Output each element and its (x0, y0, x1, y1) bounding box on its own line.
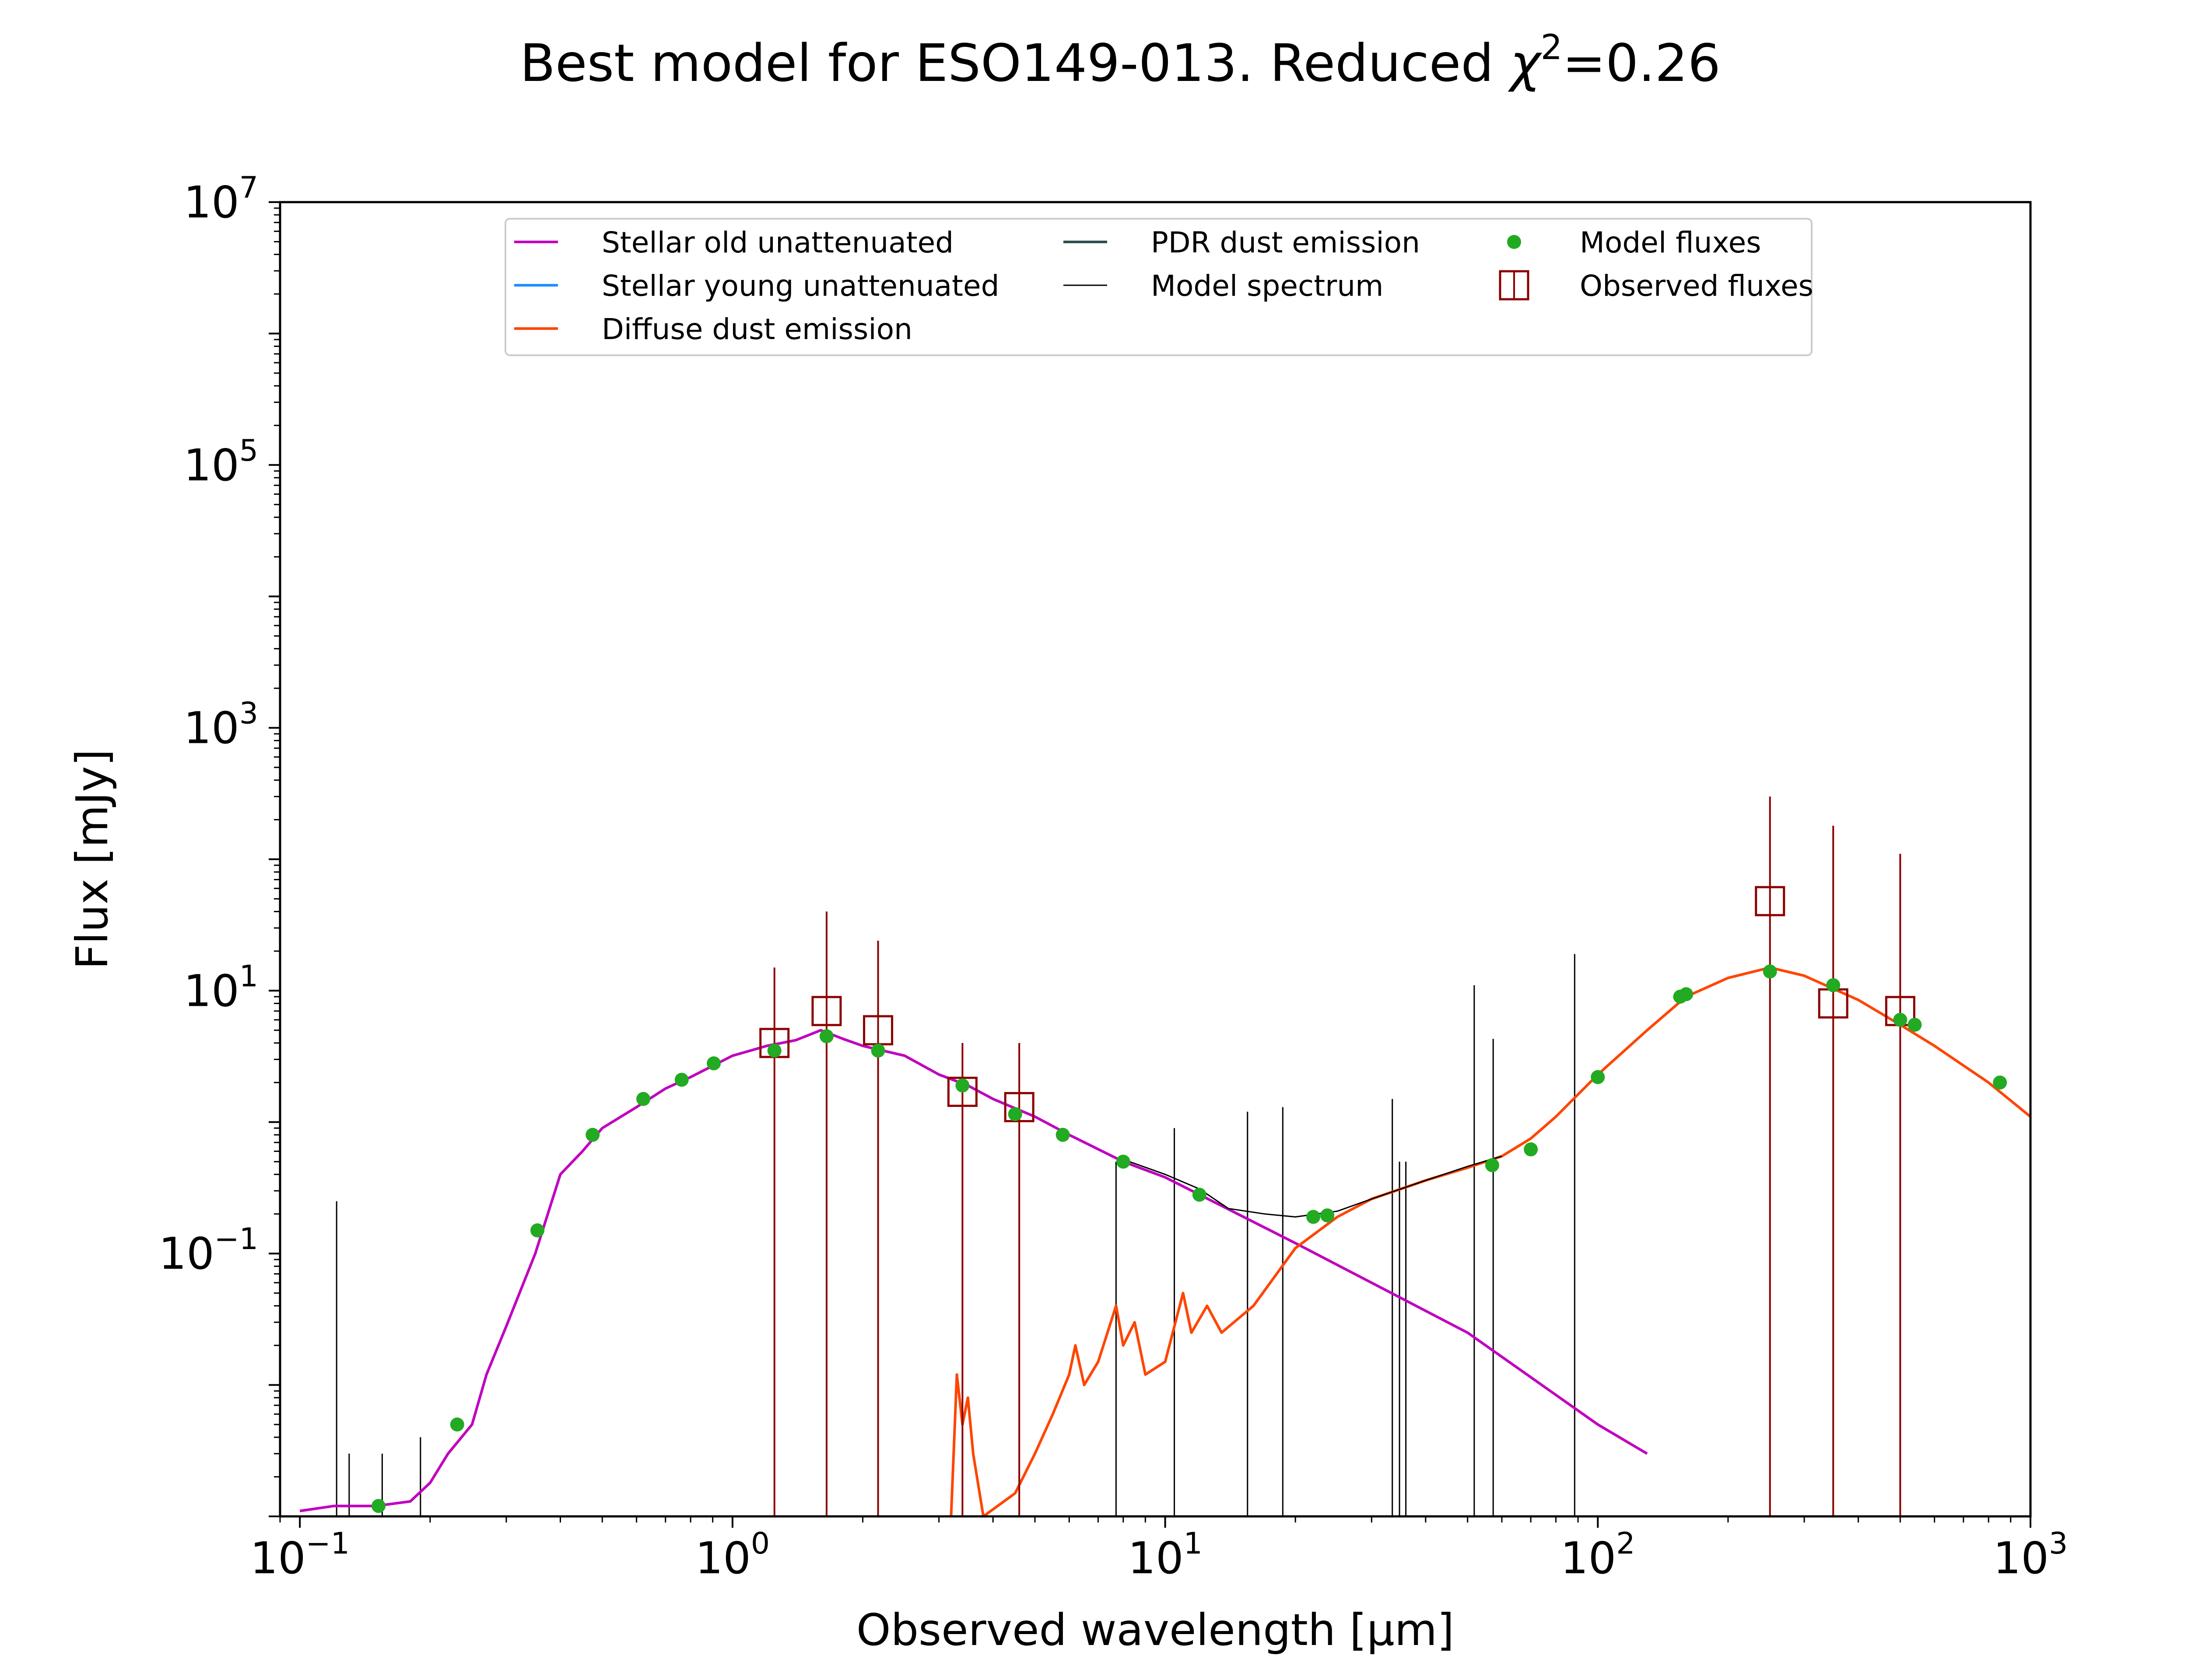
axis-ticks: 10−1 100 101 102 103 10−1 101 103 105 107 (159, 171, 2068, 1584)
x-tick-label-0: 10−1 (250, 1526, 350, 1584)
legend-label-model-fluxes: Model fluxes (1580, 226, 1761, 259)
legend-item-pdr-dust-emission: PDR dust emission (1063, 226, 1420, 259)
x-tick-label-2: 101 (1128, 1526, 1203, 1584)
model-flux-26 (1993, 1075, 2007, 1090)
model-flux-25 (1907, 1018, 1922, 1032)
legend: Stellar old unattenuated Stellar young un… (505, 218, 1813, 356)
x-axis-label: Observed wavelength [μm] (856, 1604, 1454, 1656)
model-flux-1 (450, 1418, 464, 1432)
model-flux-4 (636, 1092, 651, 1106)
y-tick-label-1: 101 (183, 959, 258, 1016)
model-flux-17 (1485, 1158, 1499, 1172)
model-flux-21 (1679, 987, 1694, 1001)
model-flux-6 (707, 1056, 721, 1071)
legend-item-stellar-young-unattenuated: Stellar young unattenuated (514, 269, 999, 303)
model-flux-10 (955, 1078, 970, 1093)
observed-flux-4 (1004, 1092, 1034, 1123)
model-flux-16 (1320, 1208, 1335, 1223)
model-flux-2 (530, 1223, 545, 1238)
model-flux-13 (1116, 1155, 1130, 1169)
legend-label-model-spectrum: Model spectrum (1151, 269, 1383, 303)
plot-area (299, 796, 2030, 1516)
model-flux-3 (586, 1127, 600, 1142)
y-tick-label-2: 103 (183, 696, 258, 754)
observed-flux-5 (1755, 886, 1785, 917)
series-model-spectrum (1123, 1155, 1502, 1218)
y-tick-label-3: 105 (183, 434, 258, 491)
legend-item-diffuse-dust-emission: Diffuse dust emission (514, 312, 912, 346)
plot-frame (279, 201, 2032, 1518)
chart-title: Best model for ESO149-013. Reduced χ2=0.… (520, 28, 1721, 93)
legend-label-pdr-dust-emission: PDR dust emission (1151, 226, 1420, 259)
x-tick-label-3: 102 (1560, 1526, 1635, 1584)
model-flux-22 (1763, 964, 1777, 979)
observed-flux-1 (811, 996, 842, 1026)
legend-item-model-spectrum: Model spectrum (1063, 269, 1383, 303)
model-flux-18 (1524, 1142, 1538, 1157)
legend-item-stellar-old-unattenuated: Stellar old unattenuated (514, 226, 954, 259)
legend-label-observed-fluxes: Observed fluxes (1580, 269, 1813, 303)
legend-frame (505, 218, 1813, 356)
model-flux-14 (1192, 1187, 1206, 1202)
series-diffuse-dust-emission (950, 966, 2030, 1516)
model-flux-19 (1591, 1070, 1605, 1084)
legend-label-stellar-young-unattenuated: Stellar young unattenuated (602, 269, 999, 303)
legend-label-diffuse-dust-emission: Diffuse dust emission (602, 312, 912, 346)
model-flux-8 (819, 1029, 834, 1043)
model-flux-24 (1893, 1013, 1907, 1027)
y-tick-label-0: 10−1 (159, 1222, 259, 1279)
observed-flux-3 (947, 1077, 978, 1107)
legend-label-stellar-old-unattenuated: Stellar old unattenuated (602, 226, 954, 259)
y-tick-label-4: 107 (183, 171, 258, 228)
model-flux-23 (1826, 978, 1841, 992)
series-stellar-old-unattenuated (299, 1029, 1648, 1512)
model-flux-11 (1008, 1107, 1022, 1121)
legend-swatch-model-fluxes (1507, 235, 1521, 249)
model-flux-5 (674, 1073, 689, 1087)
model-flux-12 (1055, 1127, 1070, 1142)
x-tick-label-4: 103 (1993, 1526, 2068, 1584)
y-axis-label: Flux [mJy] (67, 749, 118, 970)
model-flux-15 (1306, 1210, 1321, 1224)
model-flux-0 (372, 1499, 386, 1513)
legend-item-model-fluxes: Model fluxes (1507, 226, 1761, 259)
model-flux-7 (767, 1043, 782, 1058)
model-flux-9 (871, 1043, 885, 1058)
x-tick-label-1: 100 (695, 1526, 770, 1584)
legend-item-observed-fluxes: Observed fluxes (1499, 269, 1813, 303)
